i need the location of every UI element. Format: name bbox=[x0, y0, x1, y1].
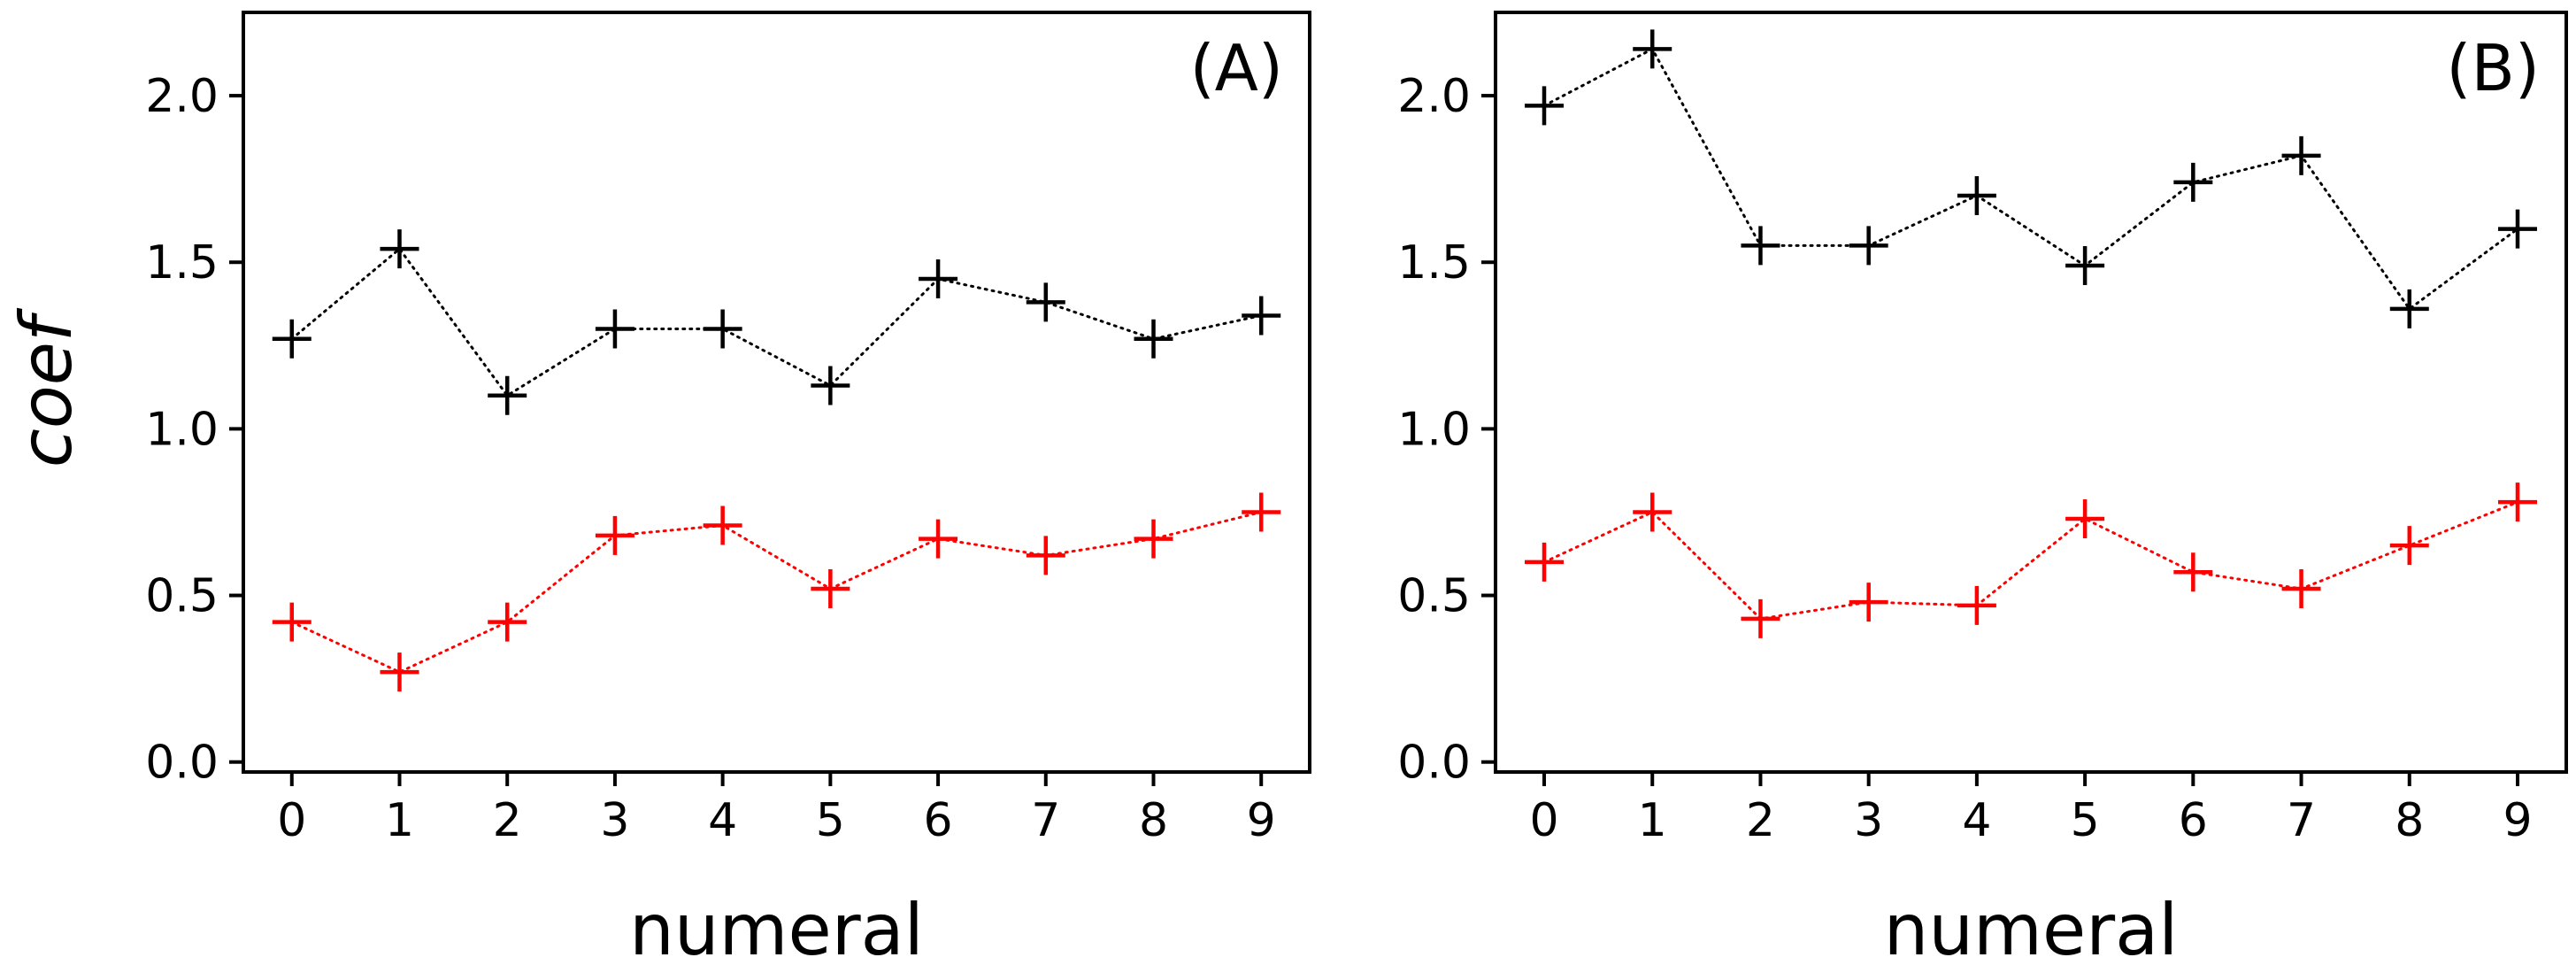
series-line-red bbox=[290, 510, 1263, 674]
x-tick-label: 2 bbox=[493, 794, 522, 847]
data-point-black bbox=[2173, 162, 2213, 202]
data-point-red bbox=[488, 602, 527, 642]
data-point-red bbox=[1134, 519, 1173, 559]
y-tick-label: 1.0 bbox=[1397, 403, 1471, 456]
data-point-red bbox=[703, 506, 742, 545]
x-tick-label: 7 bbox=[1031, 794, 1060, 847]
data-point-red bbox=[272, 602, 311, 642]
data-point-black bbox=[488, 375, 527, 415]
data-point-black bbox=[811, 366, 850, 405]
data-point-black bbox=[919, 259, 958, 299]
x-tick-label: 9 bbox=[1247, 794, 1276, 847]
y-tick-label: 1.5 bbox=[1397, 236, 1471, 290]
y-tick-label: 2.0 bbox=[1397, 70, 1471, 123]
data-point-red bbox=[595, 515, 634, 555]
y-axis-label: coef bbox=[5, 307, 88, 467]
data-point-black bbox=[2065, 246, 2105, 285]
data-point-black bbox=[272, 319, 311, 359]
x-tick-label: 2 bbox=[1746, 794, 1775, 847]
y-tick-label: 2.0 bbox=[145, 70, 219, 123]
data-point-black bbox=[2281, 135, 2321, 175]
y-tick-label: 1.5 bbox=[145, 236, 219, 290]
x-tick-label: 8 bbox=[2395, 794, 2424, 847]
data-point-black bbox=[1026, 282, 1065, 322]
data-point-red bbox=[1525, 542, 1564, 582]
panel-label: (A) bbox=[1190, 31, 1283, 105]
x-tick-label: 4 bbox=[708, 794, 737, 847]
data-point-black bbox=[2498, 209, 2537, 249]
y-tick-label: 0.0 bbox=[1397, 737, 1471, 790]
data-point-red bbox=[2065, 499, 2105, 538]
x-tick-label: 8 bbox=[1139, 794, 1168, 847]
x-tick-label: 6 bbox=[924, 794, 953, 847]
data-point-black bbox=[1741, 226, 1780, 266]
panel-a: 0 1 2 3 4 5 6 7 8 9 0.0 0.5 1.0 1.5 2.0 numeral coef (A) bbox=[5, 11, 1311, 965]
data-point-red bbox=[1242, 492, 1281, 532]
data-point-black bbox=[380, 229, 419, 269]
x-tick-label: 6 bbox=[2179, 794, 2208, 847]
data-point-black bbox=[1849, 226, 1888, 266]
y-tick-label: 0.5 bbox=[145, 570, 219, 623]
data-point-red bbox=[1026, 536, 1065, 575]
series-line-red bbox=[1542, 500, 2519, 621]
series-line-black bbox=[290, 247, 1263, 398]
data-point-black bbox=[1134, 319, 1173, 359]
data-point-red bbox=[380, 652, 419, 692]
y-tick-label: 0.0 bbox=[145, 737, 219, 790]
x-tick-label: 5 bbox=[816, 794, 845, 847]
data-point-red bbox=[1741, 598, 1780, 638]
x-axis-label: numeral bbox=[629, 889, 924, 965]
x-tick-label: 5 bbox=[2071, 794, 2100, 847]
panel-label: (B) bbox=[2446, 31, 2540, 105]
data-point-red bbox=[2173, 552, 2213, 592]
x-tick-label: 0 bbox=[277, 794, 306, 847]
x-axis-label: numeral bbox=[1884, 889, 2179, 965]
data-point-black bbox=[1633, 29, 1672, 69]
y-tick-label: 0.5 bbox=[1397, 570, 1471, 623]
data-point-black bbox=[595, 309, 634, 349]
data-point-black bbox=[1525, 86, 1564, 126]
x-tick-label: 1 bbox=[385, 794, 414, 847]
data-point-black bbox=[1957, 175, 1996, 215]
axes-frame bbox=[242, 11, 1311, 774]
data-point-black bbox=[703, 309, 742, 349]
data-point-red bbox=[2389, 526, 2429, 566]
series-line-black bbox=[1542, 47, 2519, 312]
data-point-red bbox=[1957, 585, 1996, 625]
y-tick-label: 1.0 bbox=[145, 403, 219, 456]
data-point-black bbox=[1242, 296, 1281, 336]
data-point-red bbox=[1633, 492, 1672, 532]
data-point-red bbox=[2498, 482, 2537, 522]
data-point-black bbox=[2389, 289, 2429, 328]
x-tick-label: 9 bbox=[2503, 794, 2532, 847]
data-point-red bbox=[919, 519, 958, 559]
data-point-red bbox=[811, 569, 850, 609]
x-tick-label: 3 bbox=[1854, 794, 1883, 847]
x-tick-label: 3 bbox=[600, 794, 629, 847]
x-tick-label: 7 bbox=[2287, 794, 2316, 847]
x-tick-label: 0 bbox=[1529, 794, 1558, 847]
data-point-red bbox=[2281, 569, 2321, 609]
data-point-red bbox=[1849, 583, 1888, 622]
panel-b: 0 1 2 3 4 5 6 7 8 9 0.0 0.5 1.0 1.5 2.0 numeral (B) bbox=[1397, 11, 2568, 965]
x-tick-label: 4 bbox=[1962, 794, 1991, 847]
axes-frame bbox=[1494, 11, 2568, 774]
x-tick-label: 1 bbox=[1638, 794, 1667, 847]
